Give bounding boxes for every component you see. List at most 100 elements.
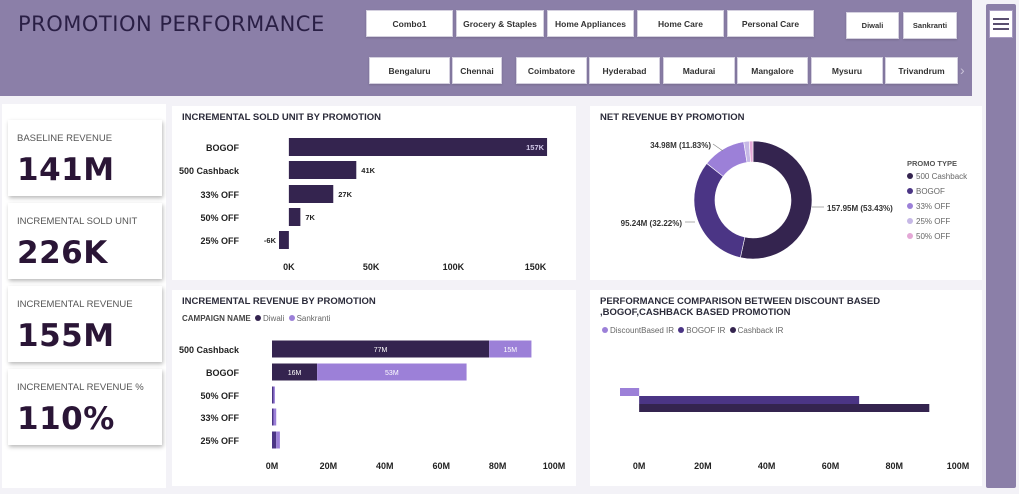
hamburger-menu-icon[interactable] xyxy=(989,10,1013,38)
bar-segment xyxy=(273,408,277,426)
bar-segment xyxy=(272,431,277,449)
category-label: 33% OFF xyxy=(200,190,239,200)
bar xyxy=(620,388,640,396)
x-tick-label: 0M xyxy=(266,461,279,471)
slicer-city-mysuru[interactable]: Mysuru xyxy=(811,57,883,84)
data-label: 157.95M (53.43%) xyxy=(827,204,893,213)
slicer-city-coimbatore[interactable]: Coimbatore xyxy=(516,57,587,84)
data-label: 27K xyxy=(338,190,352,199)
bar-segment xyxy=(272,340,490,358)
scrollbar[interactable] xyxy=(986,4,1016,488)
slicer-category-home-appliances[interactable]: Home Appliances xyxy=(547,10,634,37)
chevron-right-icon[interactable]: › xyxy=(960,62,965,78)
chart-title: INCREMENTAL SOLD UNIT BY PROMOTION xyxy=(182,112,381,123)
category-label: 500 Cashback xyxy=(179,345,240,355)
kpi-value: 226K xyxy=(17,235,108,271)
leader-line xyxy=(712,143,724,152)
bar xyxy=(288,161,357,179)
legend-item-diwali[interactable]: Diwali xyxy=(262,314,285,323)
legend-dot xyxy=(907,188,913,194)
category-label: 50% OFF xyxy=(200,213,239,223)
slicer-city-chennai[interactable]: Chennai xyxy=(452,57,502,84)
legend-dot xyxy=(907,173,913,179)
donut-slice xyxy=(740,140,813,260)
slicer-city-madurai[interactable]: Madurai xyxy=(663,57,735,84)
x-tick-label: 80M xyxy=(885,461,903,471)
x-tick-label: 100M xyxy=(947,461,970,471)
data-label: -6K xyxy=(264,236,277,245)
donut-slice xyxy=(748,140,754,163)
category-label: 500 Cashback xyxy=(179,166,240,176)
slicer-category-combo1[interactable]: Combo1 xyxy=(366,10,453,37)
chart-title: PERFORMANCE COMPARISON BETWEEN DISCOUNT … xyxy=(600,296,881,318)
legend-dot xyxy=(254,315,261,321)
donut-slice xyxy=(693,162,746,258)
legend-item: 25% OFF xyxy=(916,217,950,226)
slicer-category-personal-care[interactable]: Personal Care xyxy=(727,10,814,37)
legend-item-bogof[interactable]: BOGOF IR xyxy=(686,326,726,335)
category-label: 25% OFF xyxy=(200,236,239,246)
x-tick-label: 0K xyxy=(283,262,295,272)
legend-item: BOGOF xyxy=(916,187,945,196)
bar-segment xyxy=(272,363,318,381)
bar xyxy=(288,208,301,226)
kpi-value: 141M xyxy=(17,152,115,188)
slicer-city-mangalore[interactable]: Mangalore xyxy=(737,57,808,84)
slicer-campaign-sankranti[interactable]: Sankranti xyxy=(903,12,957,39)
slicer-city-bengaluru[interactable]: Bengaluru xyxy=(369,57,450,84)
x-tick-label: 80M xyxy=(489,461,507,471)
x-tick-label: 40M xyxy=(758,461,776,471)
data-label: 41K xyxy=(361,166,375,175)
kpi-label: INCREMENTAL REVENUE xyxy=(17,299,133,310)
legend-dot xyxy=(729,327,736,333)
data-label: 16M xyxy=(288,370,302,377)
chart-svg: BOGOF 157K 500 Cashback 41K 33% OFF 27K 50% OF… xyxy=(179,138,548,272)
chart-title: NET REVENUE BY PROMOTION xyxy=(600,112,745,123)
category-label: BOGOF xyxy=(206,368,240,378)
data-label: 95.24M (32.22%) xyxy=(621,219,683,228)
bar-segment xyxy=(272,386,274,404)
kpi-label: INCREMENTAL SOLD UNIT xyxy=(17,216,138,227)
legend-title: CAMPAIGN NAME xyxy=(182,314,251,323)
category-label: 33% OFF xyxy=(200,413,239,423)
bar-segment xyxy=(276,431,280,449)
bar-segment xyxy=(489,340,532,358)
kpi-card-incremental-revenue-pct: INCREMENTAL REVENUE % 110% xyxy=(8,369,162,445)
legend-item-discount[interactable]: DiscountBased IR xyxy=(610,326,675,335)
chart-performance-comparison: PERFORMANCE COMPARISON BETWEEN DISCOUNT … xyxy=(590,290,982,486)
legend-dot xyxy=(678,327,685,333)
kpi-value: 155M xyxy=(17,318,115,354)
x-tick-label: 100K xyxy=(443,262,465,272)
x-tick-label: 20M xyxy=(694,461,712,471)
x-tick-label: 50K xyxy=(363,262,380,272)
legend-dot xyxy=(907,233,913,239)
legend-item-cashback[interactable]: Cashback IR xyxy=(737,326,784,335)
chart-net-revenue: NET REVENUE BY PROMOTION 157.95M (53.43%… xyxy=(590,106,982,280)
bar-segment xyxy=(317,363,467,381)
bar-segment xyxy=(272,408,274,426)
slicer-city-hyderabad[interactable]: Hyderabad xyxy=(589,57,660,84)
header-bar: PROMOTION PERFORMANCE Combo1 Grocery & S… xyxy=(0,0,972,96)
chart-svg: 500 Cashback 77M 15M BOGOF 16M 53M 50% OFF 33% … xyxy=(179,340,565,471)
x-tick-label: 40M xyxy=(376,461,394,471)
slicer-city-trivandrum[interactable]: Trivandrum xyxy=(885,57,958,84)
x-tick-label: 60M xyxy=(822,461,840,471)
kpi-card-incremental-revenue: INCREMENTAL REVENUE 155M xyxy=(8,286,162,362)
data-label: 77M xyxy=(374,347,388,354)
legend-dot xyxy=(907,218,913,224)
slicer-campaign-diwali[interactable]: Diwali xyxy=(846,12,899,39)
kpi-card-incremental-sold-unit: INCREMENTAL SOLD UNIT 226K xyxy=(8,203,162,279)
kpi-card-baseline-revenue: BASELINE REVENUE 141M xyxy=(8,120,162,196)
legend-dot xyxy=(288,315,295,321)
legend-title: PROMO TYPE xyxy=(907,159,957,168)
slicer-category-home-care[interactable]: Home Care xyxy=(637,10,724,37)
bar xyxy=(288,138,548,156)
legend-item: 33% OFF xyxy=(916,202,950,211)
legend-item-sankranti[interactable]: Sankranti xyxy=(296,314,331,323)
chart-legend: DiscountBased IR BOGOF IR Cashback IR xyxy=(600,326,783,335)
chart-incremental-sold-unit: INCREMENTAL SOLD UNIT BY PROMOTION BOGOF… xyxy=(172,106,576,280)
data-label: 34.98M (11.83%) xyxy=(650,141,711,150)
bar xyxy=(288,185,334,203)
slicer-category-grocery[interactable]: Grocery & Staples xyxy=(456,10,544,37)
